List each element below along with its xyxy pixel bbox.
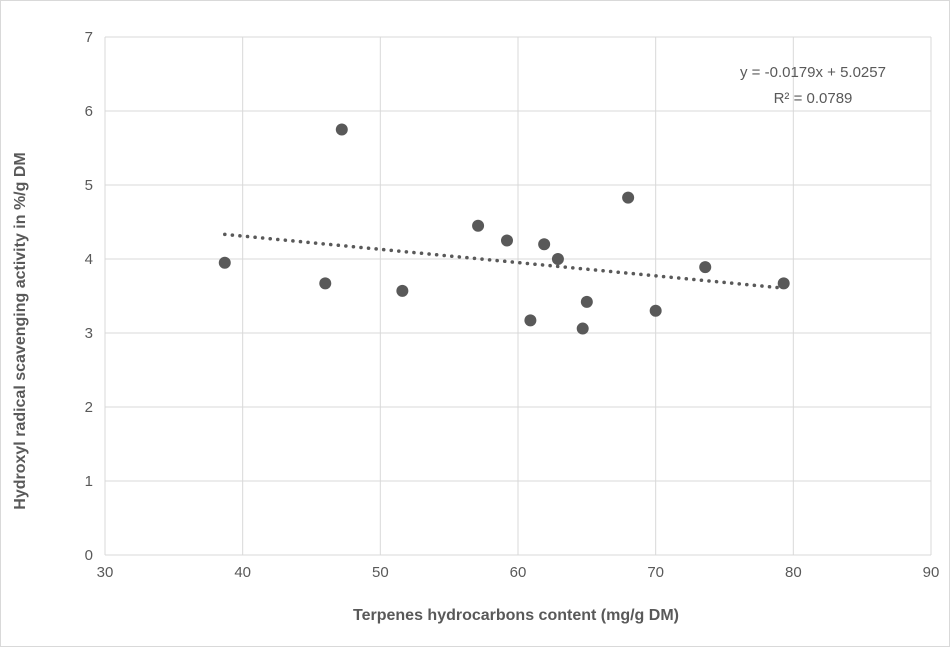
y-axis-ticks: 0 1 2 3 4 5 6 7: [85, 29, 93, 564]
data-point: [538, 238, 551, 251]
y-tick-label: 4: [85, 251, 93, 268]
y-tick-label: 0: [85, 547, 93, 564]
x-tick-label: 40: [234, 564, 251, 581]
data-point: [622, 191, 635, 204]
trendline-r-squared: R² = 0.0789: [774, 90, 853, 107]
y-tick-label: 6: [85, 103, 93, 120]
trendline-equation: y = -0.0179x + 5.0257: [740, 64, 886, 81]
data-point: [649, 304, 662, 317]
y-tick-label: 5: [85, 177, 93, 194]
data-point: [699, 261, 712, 274]
data-point: [524, 314, 537, 327]
x-axis-ticks: 30 40 50 60 70 80 90: [97, 564, 940, 581]
data-point: [580, 295, 593, 308]
data-point: [576, 322, 589, 335]
trendline: [223, 232, 786, 290]
data-point: [777, 277, 790, 290]
data-point: [500, 234, 513, 247]
data-point: [396, 284, 409, 297]
y-axis-title: Hydroxyl radical scavenging activity in …: [12, 152, 29, 509]
data-point: [335, 123, 348, 136]
data-point: [472, 219, 485, 232]
trendline-layer: [223, 232, 786, 290]
x-tick-label: 30: [97, 564, 114, 581]
x-tick-label: 70: [647, 564, 664, 581]
y-tick-label: 2: [85, 399, 93, 416]
data-point: [319, 277, 332, 290]
x-axis-title: Terpenes hydrocarbons content (mg/g DM): [353, 607, 679, 624]
data-point: [218, 256, 231, 269]
x-tick-label: 80: [785, 564, 802, 581]
gridlines: [104, 36, 932, 556]
data-point: [551, 253, 564, 265]
data-points: [218, 123, 790, 335]
y-tick-label: 7: [85, 29, 93, 46]
x-tick-label: 90: [923, 564, 940, 581]
y-tick-label: 1: [85, 473, 93, 490]
y-tick-label: 3: [85, 325, 93, 342]
x-tick-label: 50: [372, 564, 389, 581]
x-tick-label: 60: [510, 564, 527, 581]
